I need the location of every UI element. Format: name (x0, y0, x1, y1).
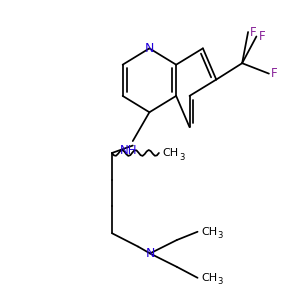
Text: 3: 3 (218, 231, 223, 240)
Text: N: N (145, 42, 154, 55)
Text: 3: 3 (218, 277, 223, 286)
Text: CH: CH (201, 273, 218, 283)
Text: F: F (258, 30, 265, 43)
Text: N: N (145, 247, 155, 260)
Text: F: F (250, 26, 257, 38)
Text: CH: CH (163, 148, 179, 158)
Text: 3: 3 (179, 153, 184, 162)
Text: F: F (271, 67, 278, 80)
Text: NH: NH (120, 144, 137, 158)
Text: CH: CH (201, 227, 218, 237)
